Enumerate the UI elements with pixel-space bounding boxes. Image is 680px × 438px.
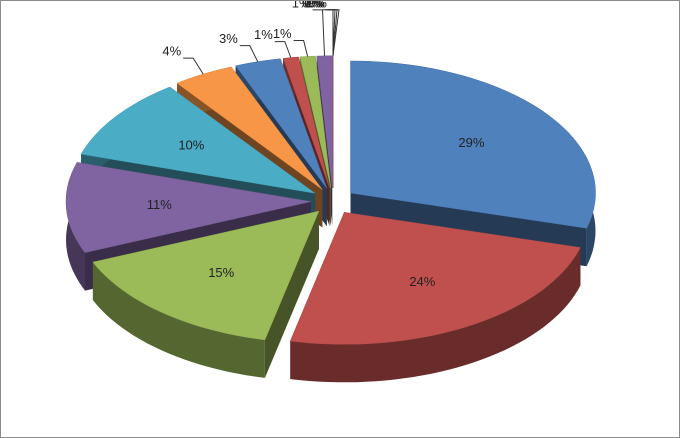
data-label: 0% (308, 1, 327, 10)
slice-top (350, 60, 596, 229)
data-label: 0% (306, 1, 325, 10)
data-label: 1% (254, 27, 273, 42)
data-label: 0% (302, 1, 321, 10)
slice (92, 210, 320, 378)
slice-top (289, 212, 581, 345)
leader-line (329, 9, 340, 56)
data-label: 1% (273, 26, 292, 41)
data-label: 4% (162, 44, 181, 59)
slice-side (264, 211, 319, 378)
slice-top (65, 162, 312, 253)
slice-side (92, 262, 265, 378)
slice-top (92, 210, 320, 341)
data-label: 1% (292, 1, 311, 10)
leader-line (293, 39, 309, 57)
slice-top (235, 58, 328, 189)
slice-side (290, 247, 581, 383)
leader-line (239, 45, 259, 62)
leader-line (274, 41, 292, 58)
data-label: 24% (409, 274, 435, 289)
slice-top (316, 55, 333, 188)
data-label: 11% (147, 197, 172, 212)
leader-line (312, 9, 326, 56)
slice-top (176, 66, 323, 190)
data-label: 15% (208, 265, 234, 280)
slice (289, 212, 581, 383)
data-label: 3% (219, 31, 238, 46)
slice-top (299, 55, 332, 188)
leader-line (183, 57, 204, 75)
data-label: 29% (458, 135, 484, 150)
data-label: 10% (178, 137, 204, 152)
slice-top (80, 86, 316, 194)
data-label: 0% (304, 1, 323, 10)
